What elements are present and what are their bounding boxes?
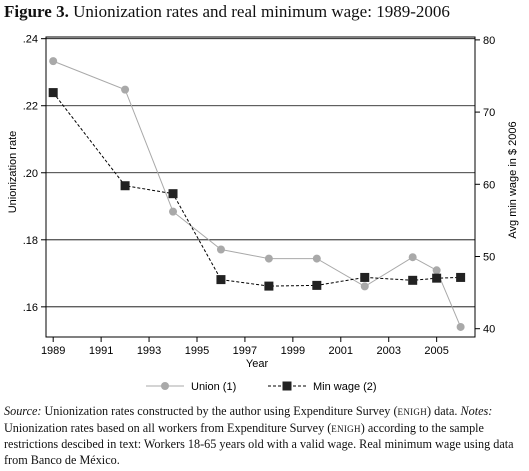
legend: Union (1) Min wage (2) <box>146 381 377 393</box>
plot-frame <box>45 36 476 338</box>
y-left-tick-label-2: .20 <box>23 168 38 180</box>
y-right-tick-label-2: 60 <box>483 179 495 191</box>
series-0-point-5 <box>312 254 321 263</box>
y-axis-right-label: Avg min wage in $ 2006 <box>507 121 519 238</box>
legend-label-1: Min wage (2) <box>313 381 377 393</box>
series-1-point-6 <box>360 272 370 282</box>
y-axis-left-label: Unionization rate <box>7 131 19 214</box>
series-0-point-7 <box>408 253 417 262</box>
series-1-point-2 <box>168 189 178 199</box>
legend-marker-1 <box>282 381 292 391</box>
chart: .16 .18 .20 .22 .24 40 50 60 70 80 1989 1991 1993 199… <box>7 34 519 393</box>
notes-label: Notes: <box>460 404 493 418</box>
y-right-tick-label-0: 40 <box>483 324 495 336</box>
series-0-point-3 <box>216 245 225 254</box>
figure-title-text: Unionization rates and real minimum wage… <box>73 2 450 21</box>
x-tick-label-5: 1999 <box>281 345 305 357</box>
legend-label-0: Union (1) <box>191 381 236 393</box>
x-tick-label-6: 2001 <box>329 345 353 357</box>
figure-label: Figure 3. <box>4 2 69 21</box>
x-tick-label-8: 2005 <box>424 345 448 357</box>
source-text-2: ) data. <box>427 404 461 418</box>
source-label: Source: <box>4 404 42 418</box>
caption: Source: Unionization rates constructed b… <box>4 404 526 468</box>
series-0-point-9 <box>456 322 465 331</box>
figure-title: Figure 3. Unionization rates and real mi… <box>4 2 450 22</box>
legend-marker-0 <box>161 382 169 390</box>
axes: .16 .18 .20 .22 .24 40 50 60 70 80 1989 1991 1993 199… <box>23 34 496 357</box>
x-tick-label-7: 2003 <box>376 345 400 357</box>
series-line-0 <box>53 60 462 328</box>
y-left-tick-label-3: .22 <box>23 101 38 113</box>
series-1-point-8 <box>432 273 442 283</box>
y-right-tick-label-4: 80 <box>483 35 495 47</box>
gridlines <box>46 38 475 308</box>
source-text: Unionization rates constructed by the au… <box>41 404 398 418</box>
y-left-tick-label-0: .16 <box>23 302 38 314</box>
series-1-point-3 <box>216 275 226 285</box>
series-0-point-6 <box>360 282 369 291</box>
x-tick-label-4: 1997 <box>233 345 257 357</box>
series-1-point-1 <box>120 181 130 191</box>
series-0-point-0 <box>49 57 58 66</box>
notes-text-2: ) according to the sample restrictions d… <box>4 420 514 467</box>
y-left-tick-label-4: .24 <box>23 34 38 46</box>
x-tick-label-1: 1991 <box>89 345 113 357</box>
series-0-point-2 <box>169 207 178 216</box>
series-1-point-9 <box>456 272 466 282</box>
source-abbr: ENIGH <box>397 407 428 417</box>
x-tick-label-3: 1995 <box>185 345 209 357</box>
series-1-point-7 <box>408 275 418 285</box>
series-0-point-8 <box>432 266 441 275</box>
notes-abbr: ENIGH <box>331 423 361 434</box>
series-1-point-0 <box>48 88 58 98</box>
x-tick-label-2: 1993 <box>137 345 161 357</box>
x-axis-label: Year <box>246 358 269 370</box>
x-tick-label-0: 1989 <box>41 345 65 357</box>
series-1-point-5 <box>312 280 322 290</box>
series-1-point-4 <box>264 281 274 291</box>
y-left-tick-label-1: .18 <box>23 235 38 247</box>
y-right-tick-label-3: 70 <box>483 107 495 119</box>
series-layer <box>48 57 466 331</box>
series-line-1 <box>52 92 461 287</box>
notes-text: Unionization rates based on all workers … <box>4 420 332 435</box>
series-0-point-4 <box>264 254 273 263</box>
series-0-point-1 <box>121 85 130 94</box>
y-right-tick-label-1: 50 <box>483 251 495 263</box>
